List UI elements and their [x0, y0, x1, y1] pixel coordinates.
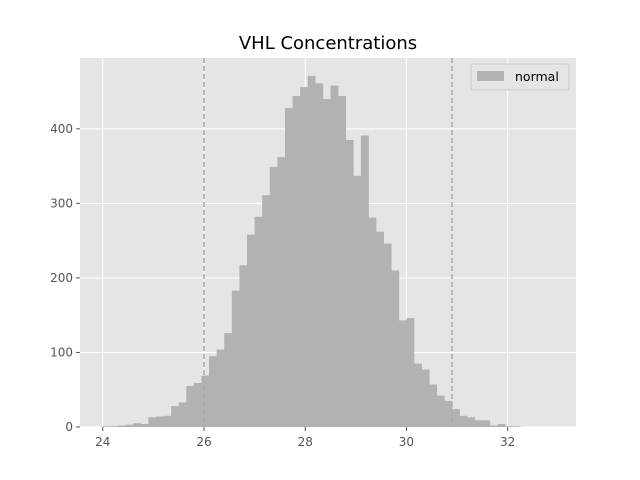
histogram-bar — [247, 234, 255, 427]
histogram-bar — [474, 420, 483, 427]
histogram-bar — [383, 243, 392, 427]
histogram-bar — [186, 386, 195, 427]
histogram-bar — [125, 424, 134, 427]
histogram-bar — [201, 375, 210, 427]
histogram-bar — [231, 290, 240, 427]
histogram-bar — [277, 157, 286, 428]
x-tick-label: 26 — [196, 435, 211, 449]
y-tick-label: 400 — [50, 122, 73, 136]
histogram-bar — [133, 423, 142, 427]
histogram-bar — [459, 415, 468, 427]
histogram-bar — [429, 384, 438, 427]
y-tick-label: 100 — [50, 345, 73, 359]
histogram-bar — [360, 135, 369, 427]
x-axis-ticks: 24 26 28 30 32 — [95, 427, 515, 449]
histogram-bar — [467, 417, 476, 427]
legend-box — [470, 63, 570, 91]
histogram-bar — [414, 363, 422, 427]
y-tick-label: 200 — [50, 271, 73, 285]
histogram-bar — [307, 75, 316, 428]
histogram-bar — [224, 333, 233, 427]
histogram-bar — [330, 85, 339, 427]
histogram-bar — [155, 416, 164, 427]
histogram-bar — [216, 349, 225, 427]
x-tick-label: 24 — [95, 435, 110, 449]
histogram-bar — [292, 96, 301, 427]
y-axis-ticks: 0 100 200 300 400 — [50, 122, 80, 434]
histogram-bar — [489, 425, 498, 427]
histogram-bar — [345, 140, 354, 427]
histogram-bar — [102, 426, 111, 427]
histogram-bar — [239, 265, 248, 427]
histogram-bar — [178, 402, 187, 427]
histogram-bar — [505, 426, 514, 427]
histogram-bar — [398, 320, 407, 427]
histogram-bar — [110, 426, 119, 427]
y-tick-label: 300 — [50, 196, 73, 210]
histogram-bar — [353, 175, 362, 427]
chart-title: VHL Concentrations — [239, 33, 417, 54]
histogram-bar — [140, 424, 149, 427]
histogram-bar — [512, 426, 521, 427]
x-tick-label: 32 — [500, 435, 515, 449]
histogram-bar — [117, 425, 126, 427]
histogram-bar — [368, 217, 377, 427]
histogram-bar — [148, 417, 157, 427]
histogram-bar — [193, 383, 202, 427]
histogram-bar — [444, 400, 453, 427]
histogram-bar — [209, 356, 217, 427]
histogram-bar — [315, 83, 324, 427]
reference-lines — [203, 58, 453, 427]
histogram-bar — [300, 87, 309, 427]
histogram-bar — [269, 166, 278, 427]
histogram-bar — [338, 96, 347, 427]
histogram-bar — [391, 270, 400, 427]
histogram-bar — [171, 406, 179, 427]
histogram-bar — [376, 231, 384, 427]
histogram-bar — [163, 415, 172, 427]
histogram-bar — [262, 195, 271, 427]
y-tick-label: 0 — [65, 420, 73, 434]
histogram-bar — [452, 409, 460, 427]
legend-label-normal: normal — [515, 69, 559, 84]
x-tick-label: 28 — [298, 435, 313, 449]
legend: normal — [470, 63, 570, 91]
histogram-bar — [497, 424, 506, 427]
histogram-bar — [482, 420, 491, 427]
histogram-bar — [254, 216, 263, 427]
histogram-bar — [436, 395, 445, 427]
histogram-bar — [284, 107, 293, 427]
histogram-bar — [322, 99, 331, 427]
x-tick-label: 30 — [399, 435, 414, 449]
histogram-bars — [102, 75, 521, 428]
legend-swatch-normal — [477, 71, 504, 81]
histogram-bar — [406, 318, 415, 427]
histogram-bar — [421, 369, 430, 427]
